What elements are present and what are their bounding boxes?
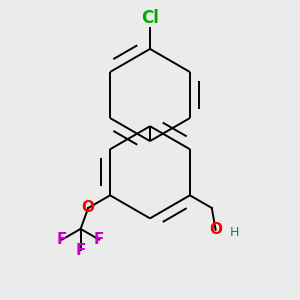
Text: H: H [230,226,239,239]
Text: F: F [75,243,86,258]
Text: O: O [209,222,222,237]
Text: F: F [94,232,104,247]
Text: F: F [57,232,67,247]
Text: Cl: Cl [141,9,159,27]
Text: O: O [82,200,95,215]
